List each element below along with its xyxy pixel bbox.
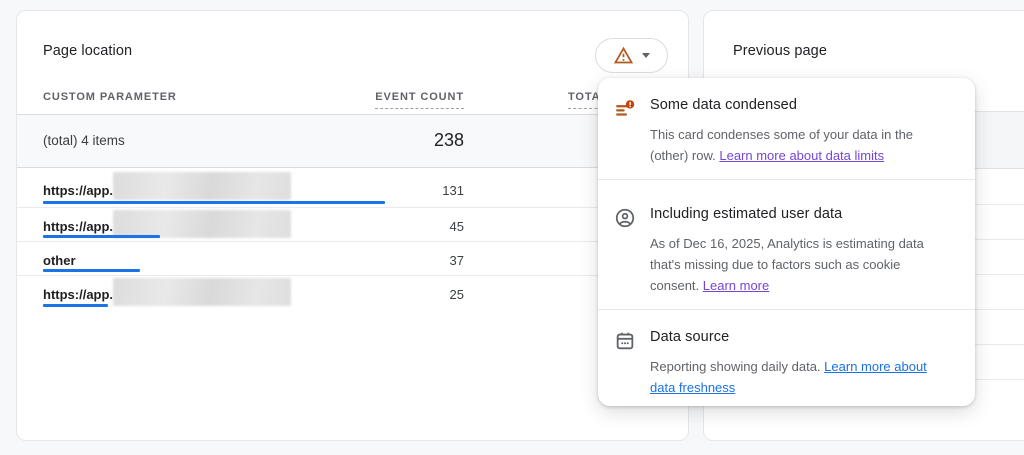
table-row[interactable]: other 37 <box>17 242 688 276</box>
value-bar <box>43 201 385 204</box>
popup-section-data-source: Data source Reporting showing daily data… <box>598 309 975 406</box>
column-header-event-count[interactable]: EVENT COUNT <box>375 91 464 109</box>
totals-label: (total) 4 items <box>43 133 125 148</box>
calendar-icon <box>614 329 636 398</box>
popup-body: As of Dec 16, 2025, Analytics is estimat… <box>650 233 952 296</box>
page-location-card: Page location CUSTOM PARAMETER EVENT COU… <box>16 10 689 441</box>
table-row[interactable]: https://app. 25 <box>17 276 688 310</box>
row-label: https://app. <box>43 219 114 234</box>
value-bar <box>43 235 160 238</box>
popup-body: This card condenses some of your data in… <box>650 124 952 166</box>
page-title: Previous page <box>733 43 827 59</box>
totals-event-count: 238 <box>433 130 464 150</box>
row-event-count: 25 <box>449 287 464 302</box>
popup-body-text: Reporting showing daily data. <box>650 359 825 374</box>
totals-row: (total) 4 items 238 <box>17 114 688 168</box>
warning-icon <box>613 45 634 66</box>
page-title: Page location <box>43 43 133 59</box>
row-label: https://app. <box>43 183 114 198</box>
table-row[interactable]: https://app. 131 <box>17 168 688 208</box>
chevron-down-icon <box>642 53 650 58</box>
condensed-data-warning-icon <box>614 97 636 166</box>
row-event-count: 45 <box>449 219 464 234</box>
learn-more-link[interactable]: Learn more <box>702 278 770 293</box>
popup-body-text: This card condenses some of your data in… <box>650 127 914 163</box>
row-label: other <box>43 253 76 268</box>
table-rows: https://app. 131 https://app. 45 other 3… <box>17 168 688 310</box>
learn-more-data-freshness-link[interactable]: Learn more about data freshness <box>650 359 927 395</box>
data-quality-popup: Some data condensed This card condenses … <box>598 78 975 406</box>
row-event-count: 37 <box>449 253 464 268</box>
value-bar <box>43 269 140 272</box>
popup-section-estimated-user-data: Including estimated user data As of Dec … <box>598 179 975 309</box>
learn-more-data-limits-link[interactable]: Learn more about data limits <box>719 148 885 163</box>
row-event-count: 131 <box>442 183 464 198</box>
popup-heading: Including estimated user data <box>650 206 843 222</box>
popup-body: Reporting showing daily data. Learn more… <box>650 356 952 398</box>
column-header-total[interactable]: TOTAL <box>568 91 609 109</box>
popup-section-data-condensed: Some data condensed This card condenses … <box>598 78 975 179</box>
column-header-custom-parameter: CUSTOM PARAMETER <box>43 91 177 103</box>
redacted-text <box>113 210 291 238</box>
popup-heading: Some data condensed <box>650 97 798 113</box>
popup-body-text: As of Dec 16, 2025, Analytics is estimat… <box>650 236 924 293</box>
row-label: https://app. <box>43 287 114 302</box>
table-row[interactable]: https://app. 45 <box>17 208 688 242</box>
person-circle-icon <box>614 206 636 296</box>
data-quality-button[interactable] <box>595 38 668 73</box>
value-bar <box>43 304 108 307</box>
redacted-text <box>113 172 291 200</box>
popup-heading: Data source <box>650 329 730 345</box>
table-header: CUSTOM PARAMETER EVENT COUNT TOTAL <box>17 91 688 117</box>
redacted-text <box>113 278 291 306</box>
